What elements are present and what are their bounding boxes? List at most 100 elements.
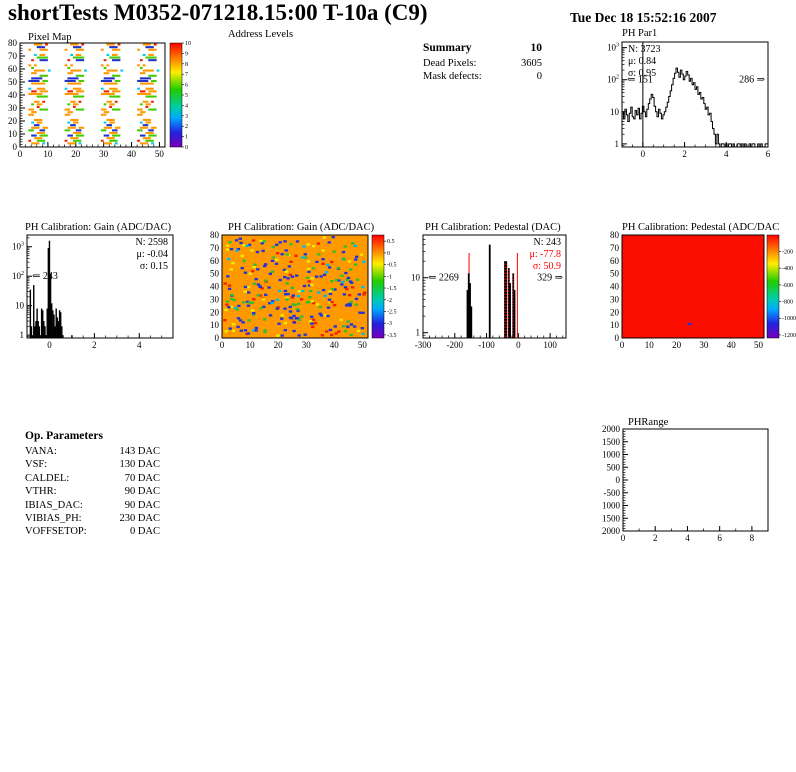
svg-text:6: 6 <box>766 149 771 159</box>
svg-text:N: 243: N: 243 <box>534 237 562 248</box>
svg-text:σ: 0.95: σ: 0.95 <box>628 68 656 79</box>
svg-text:1: 1 <box>185 135 188 141</box>
svg-text:5: 5 <box>185 93 188 99</box>
svg-text:-0.5: -0.5 <box>387 263 397 269</box>
svg-text:0: 0 <box>18 149 23 159</box>
svg-text:1: 1 <box>20 330 25 340</box>
svg-text:103: 103 <box>12 242 24 252</box>
ph-par1-title: PH Par1 <box>622 28 658 39</box>
svg-text:1500: 1500 <box>602 513 621 523</box>
svg-text:103: 103 <box>607 43 619 53</box>
gain-map-chart: 0 10 20 30 40 50010203040506070800.50-0.5-1-1… <box>210 230 397 350</box>
svg-text:20: 20 <box>71 149 81 159</box>
svg-text:0: 0 <box>621 533 626 543</box>
svg-text:10: 10 <box>645 340 655 350</box>
svg-text:40: 40 <box>8 90 18 100</box>
svg-text:50: 50 <box>358 340 368 350</box>
svg-text:80: 80 <box>210 230 220 240</box>
svg-text:40: 40 <box>330 340 340 350</box>
svg-text:4: 4 <box>137 340 142 350</box>
op-parameter-row: VIBIAS_PH: 230 DAC <box>25 513 160 525</box>
svg-text:40: 40 <box>610 282 620 292</box>
ph-range-panel: PHRange 0 2 4 6 8 2000 1500 1000 500 0 -500 1000 150… <box>600 405 796 551</box>
svg-text:2: 2 <box>92 340 97 350</box>
svg-text:N: 3723: N: 3723 <box>628 44 661 55</box>
svg-text:30: 30 <box>699 340 709 350</box>
svg-text:-300: -300 <box>415 340 432 350</box>
svg-text:1000: 1000 <box>602 450 621 460</box>
ph-par1-panel: PH Par1 0 2 4 6 1 10 102 103 N: 3723 μ: 0.84 σ: 0.… <box>600 25 796 162</box>
svg-text:10: 10 <box>610 107 620 117</box>
svg-text:0: 0 <box>641 149 646 159</box>
pixel-map-title: Pixel Map <box>28 32 72 43</box>
svg-text:70: 70 <box>210 243 220 253</box>
svg-text:2000: 2000 <box>602 424 621 434</box>
svg-text:⇐ 2269: ⇐ 2269 <box>428 273 459 284</box>
svg-text:70: 70 <box>8 51 18 61</box>
pixel-map-panel: Pixel Map 0 10 20 30 40 50 0 10 20 30 40 50 60 70 80 10… <box>0 30 200 164</box>
svg-text:500: 500 <box>607 462 621 472</box>
ped-hist-title: PH Calibration: Pedestal (DAC) <box>425 222 561 233</box>
ped-hist-panel: PH Calibration: Pedestal (DAC) -300 -200-… <box>400 218 580 354</box>
svg-text:1: 1 <box>615 139 620 149</box>
svg-text:8: 8 <box>750 533 755 543</box>
svg-text:100: 100 <box>543 340 557 350</box>
svg-text:0: 0 <box>47 340 52 350</box>
svg-text:30: 30 <box>99 149 109 159</box>
svg-text:2000: 2000 <box>602 526 621 536</box>
svg-text:50: 50 <box>610 269 620 279</box>
svg-text:50: 50 <box>754 340 764 350</box>
summary-grade: 10 <box>530 42 543 54</box>
op-parameter-row: VANA: 143 DAC <box>25 446 160 457</box>
svg-text:10: 10 <box>185 41 191 47</box>
svg-text:6: 6 <box>717 533 722 543</box>
svg-text:60: 60 <box>8 64 18 74</box>
svg-text:μ: -0.04: μ: -0.04 <box>137 249 168 260</box>
svg-text:20: 20 <box>610 307 620 317</box>
page-title: shortTests M0352-071218.15:00 T-10a (C9) <box>8 0 428 25</box>
svg-text:4: 4 <box>185 103 188 109</box>
svg-text:1500: 1500 <box>602 437 621 447</box>
svg-text:8: 8 <box>185 62 188 68</box>
op-parameter-row: VSF: 130 DAC <box>25 459 160 471</box>
svg-text:7: 7 <box>185 72 188 78</box>
svg-text:-200: -200 <box>782 249 793 255</box>
svg-text:-1: -1 <box>387 274 392 280</box>
svg-text:2: 2 <box>682 149 687 159</box>
op-parameter-row: IBIAS_DAC: 90 DAC <box>25 499 160 511</box>
svg-text:σ: 0.15: σ: 0.15 <box>140 261 168 272</box>
ped-map-panel: PH Calibration: Pedestal (ADC/DAC 0 10 20 3… <box>600 218 796 354</box>
op-parameters-title: Op. Parameters <box>25 430 103 442</box>
summary-row: Dead Pixels: 3605 <box>423 58 542 69</box>
svg-text:9: 9 <box>185 51 188 57</box>
svg-text:2: 2 <box>653 533 658 543</box>
gain-hist-title: PH Calibration: Gain (ADC/DAC) <box>25 222 172 233</box>
svg-text:30: 30 <box>8 103 18 113</box>
svg-text:N: 2598: N: 2598 <box>136 237 169 248</box>
svg-text:40: 40 <box>210 282 220 292</box>
svg-text:4: 4 <box>685 533 690 543</box>
gain-hist-panel: PH Calibration: Gain (ADC/DAC) 0 2 4 1 10 102… <box>0 218 200 354</box>
svg-text:0: 0 <box>215 333 220 343</box>
svg-text:30: 30 <box>302 340 312 350</box>
svg-text:4: 4 <box>724 149 729 159</box>
svg-text:40: 40 <box>127 149 137 159</box>
svg-text:6: 6 <box>185 83 188 89</box>
svg-text:σ: 50.9: σ: 50.9 <box>533 261 561 272</box>
svg-text:-2.5: -2.5 <box>387 309 397 315</box>
svg-text:80: 80 <box>610 230 620 240</box>
svg-text:70: 70 <box>610 243 620 253</box>
svg-text:50: 50 <box>8 77 18 87</box>
svg-text:0: 0 <box>516 340 521 350</box>
svg-text:2: 2 <box>185 124 188 130</box>
svg-text:0: 0 <box>13 142 18 152</box>
svg-text:μ: -77.8: μ: -77.8 <box>530 249 561 260</box>
svg-text:-600: -600 <box>782 283 793 289</box>
op-parameter-row: VOFFSETOP: 0 DAC <box>25 526 160 538</box>
svg-text:20: 20 <box>274 340 284 350</box>
svg-text:0: 0 <box>616 475 621 485</box>
summary-block: Summary 10 Dead Pixels: 3605 Mask defect… <box>423 42 542 84</box>
svg-text:1000: 1000 <box>602 501 621 511</box>
svg-text:⇐ 243: ⇐ 243 <box>32 271 58 282</box>
